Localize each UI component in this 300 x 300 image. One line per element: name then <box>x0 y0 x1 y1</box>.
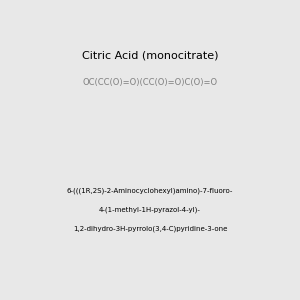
Text: OC(CC(O)=O)(CC(O)=O)C(O)=O: OC(CC(O)=O)(CC(O)=O)C(O)=O <box>82 78 218 87</box>
Text: 6-(((1R,2S)-2-Aminocyclohexyl)amino)-7-fluoro-: 6-(((1R,2S)-2-Aminocyclohexyl)amino)-7-f… <box>67 187 233 194</box>
Text: Citric Acid (monocitrate): Citric Acid (monocitrate) <box>82 50 218 61</box>
Text: 1,2-dihydro-3H-pyrrolo(3,4-C)pyridine-3-one: 1,2-dihydro-3H-pyrrolo(3,4-C)pyridine-3-… <box>73 225 227 232</box>
Text: 4-(1-methyl-1H-pyrazol-4-yl)-: 4-(1-methyl-1H-pyrazol-4-yl)- <box>99 206 201 213</box>
